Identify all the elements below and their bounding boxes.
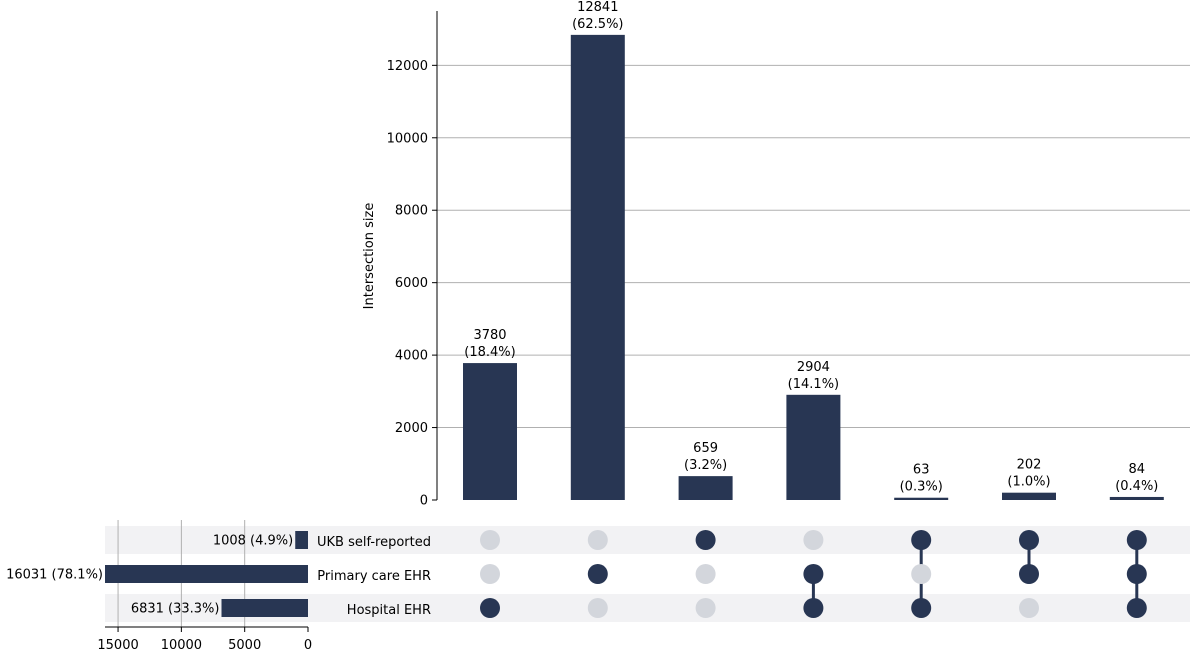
y-tick-label: 2000 [395, 421, 428, 436]
set-size-bar [295, 531, 308, 549]
matrix-dot-active [803, 598, 824, 618]
intersection-bar [678, 476, 733, 500]
set-size-labels: 1008 (4.9%) 16031 (78.1%) 6831 (33.3%) [6, 534, 293, 617]
matrix-dot-active [695, 530, 716, 550]
matrix-row-stripes [105, 526, 1190, 622]
intersection-bar-labels: 3780 (18.4%) 12841 (62.5%) 659 (3.2%) 2904 (14.… [464, 0, 1158, 495]
matrix-dot-active [1019, 564, 1039, 584]
matrix-dot-inactive [695, 564, 716, 584]
y-axis-ticks: 0 2000 4000 6000 8000 10000 12000 [387, 59, 437, 509]
y-tick-label: 8000 [395, 204, 428, 219]
intersection-bars [463, 34, 1164, 500]
intersection-percent-label: (0.3%) [900, 480, 943, 495]
set-name-label: Hospital EHR [347, 603, 431, 618]
matrix-dot-inactive [480, 530, 500, 550]
intersection-bar [1109, 496, 1164, 500]
intersection-bar [894, 497, 949, 500]
matrix-dot-active [911, 598, 932, 618]
matrix-dot-active [1126, 598, 1147, 618]
matrix-dot-inactive [803, 530, 824, 550]
set-size-bar [105, 565, 308, 583]
set-size-bars [105, 531, 308, 617]
matrix-row-stripe [105, 526, 1190, 554]
y-tick-label: 10000 [387, 131, 428, 146]
intersection-bar [1002, 492, 1056, 500]
intersection-count-label: 659 [693, 441, 718, 456]
set-name-label: UKB self-reported [317, 535, 431, 550]
intersection-count-label: 12841 [577, 0, 618, 15]
matrix-dot-active [911, 530, 932, 550]
y-tick-label: 4000 [395, 349, 428, 364]
matrix-dot-active [587, 564, 608, 584]
y-tick-label: 6000 [395, 276, 428, 291]
intersection-count-label: 3780 [473, 328, 506, 343]
y-axis-label: Intersection size [362, 203, 377, 310]
set-size-tick-label: 0 [304, 638, 312, 651]
intersection-count-label: 2904 [797, 360, 830, 375]
matrix-dot-inactive [695, 598, 716, 618]
set-size-label: 1008 (4.9%) [213, 534, 293, 549]
matrix-dot-active [1126, 564, 1147, 584]
matrix-dot-active [1126, 530, 1147, 550]
matrix-dot-active [803, 564, 824, 584]
intersection-percent-label: (1.0%) [1007, 475, 1050, 490]
matrix-dot-active [1019, 530, 1039, 550]
set-size-bar [221, 599, 308, 617]
set-name-label: Primary care EHR [317, 569, 431, 584]
y-tick-label: 0 [420, 494, 428, 509]
intersection-percent-label: (62.5%) [572, 17, 623, 32]
intersection-count-label: 84 [1129, 462, 1146, 477]
set-size-label: 6831 (33.3%) [131, 602, 220, 617]
intersection-percent-label: (3.2%) [684, 458, 727, 473]
intersection-percent-label: (14.1%) [788, 377, 839, 392]
intersection-count-label: 202 [1017, 458, 1042, 473]
intersection-bar [786, 394, 841, 500]
set-size-label: 16031 (78.1%) [6, 568, 103, 583]
matrix-dot-inactive [587, 530, 608, 550]
set-size-ticks: 15000 10000 5000 0 [97, 627, 312, 651]
intersection-bar [463, 363, 517, 500]
intersection-percent-label: (0.4%) [1115, 479, 1158, 494]
set-names: UKB self-reported Primary care EHR Hospita… [317, 535, 431, 618]
set-size-tick-label: 15000 [97, 638, 138, 651]
matrix-dot-active [480, 598, 500, 618]
matrix-dot-inactive [480, 564, 500, 584]
matrix-dot-inactive [911, 564, 932, 584]
matrix-dot-inactive [587, 598, 608, 618]
intersection-matrix [480, 530, 1147, 618]
set-size-tick-label: 10000 [161, 638, 202, 651]
intersection-bar [570, 34, 625, 500]
y-tick-label: 12000 [387, 59, 428, 74]
intersection-count-label: 63 [913, 463, 930, 478]
set-size-tick-label: 5000 [228, 638, 261, 651]
matrix-dot-inactive [1019, 598, 1039, 618]
intersection-percent-label: (18.4%) [464, 345, 515, 360]
